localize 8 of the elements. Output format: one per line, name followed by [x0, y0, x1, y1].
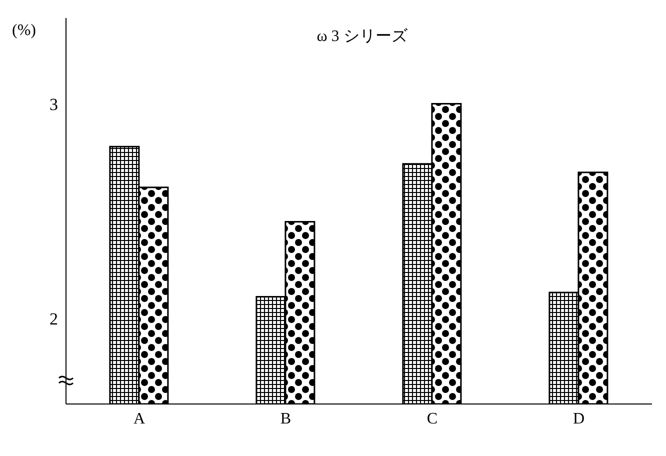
x-tick-label: C: [426, 410, 438, 428]
y-axis-title: (%): [12, 22, 36, 40]
y-tick-label: 2: [50, 309, 58, 328]
x-tick-label: B: [280, 410, 292, 428]
x-tick-label: D: [572, 410, 585, 428]
y-tick-label: 3: [50, 94, 58, 114]
text: ω 3 シリーズ: [316, 27, 408, 47]
x-tick-label: A: [133, 410, 146, 428]
